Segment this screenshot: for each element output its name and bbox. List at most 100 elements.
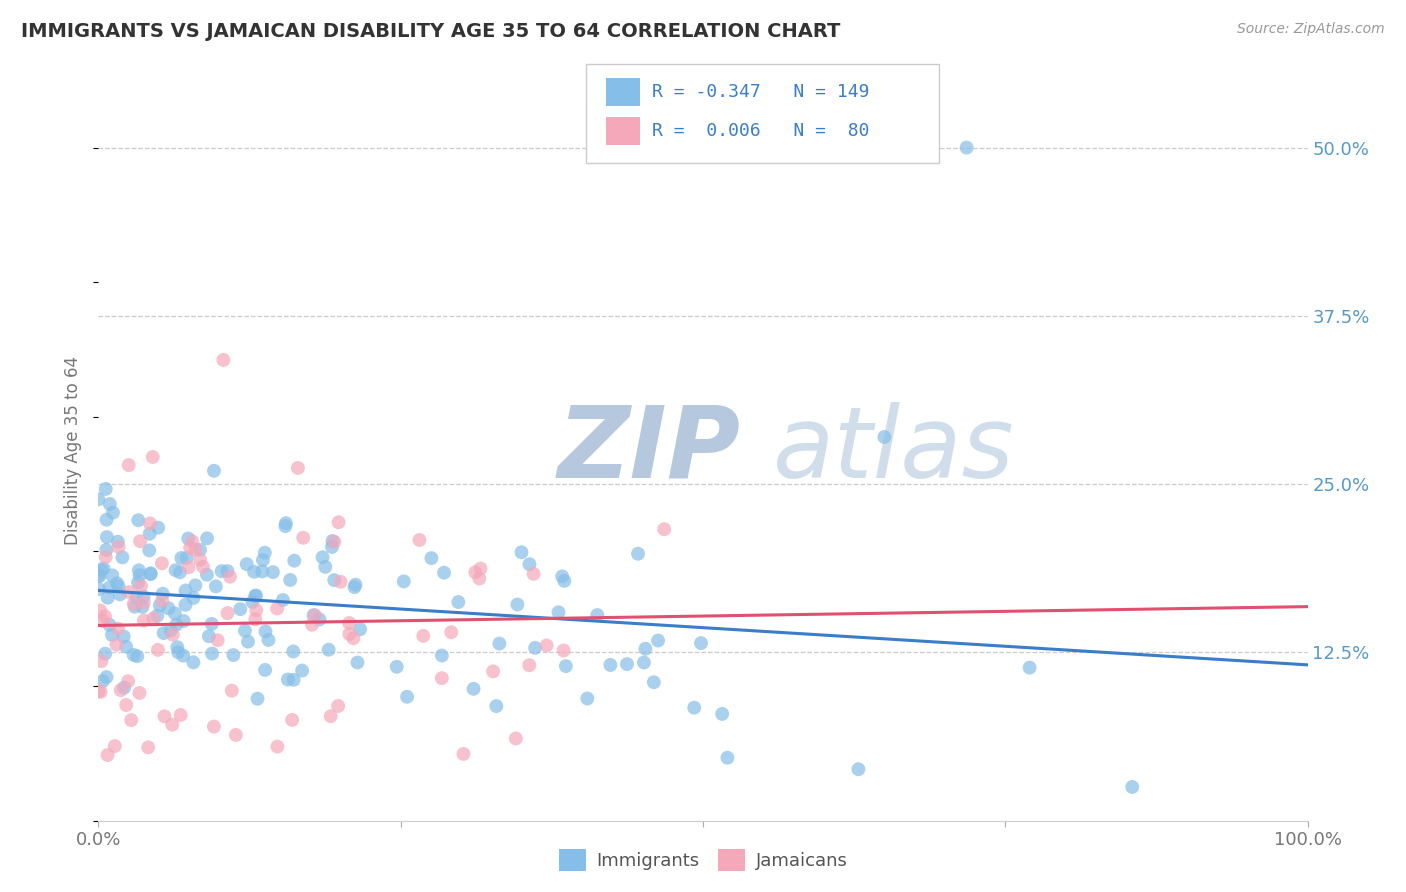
Point <box>229 602 252 616</box>
Point <box>184 578 207 592</box>
Point <box>188 553 211 567</box>
Point <box>470 561 492 575</box>
Point <box>314 560 336 574</box>
Point <box>302 608 325 623</box>
Point <box>117 674 139 689</box>
Point <box>112 681 135 695</box>
Point <box>553 643 575 657</box>
Point <box>346 656 368 670</box>
Point <box>132 590 155 604</box>
Point <box>129 579 152 593</box>
Point <box>128 563 150 577</box>
Point <box>150 556 173 570</box>
Point <box>90 685 112 699</box>
Point <box>250 565 273 579</box>
Point <box>690 636 713 650</box>
Point <box>337 615 360 630</box>
Point <box>87 568 110 582</box>
Point <box>468 572 491 586</box>
Point <box>170 551 193 566</box>
Point <box>522 566 544 581</box>
Point <box>183 656 205 670</box>
Point <box>201 616 224 631</box>
Point <box>242 595 264 609</box>
Point <box>96 530 118 544</box>
Point <box>115 640 138 654</box>
Point <box>274 519 297 533</box>
Point <box>127 649 149 664</box>
Point <box>174 583 197 598</box>
Point <box>128 686 150 700</box>
Point <box>152 587 174 601</box>
Point <box>142 611 165 625</box>
Point <box>118 458 141 472</box>
Point <box>349 622 371 636</box>
Point <box>195 567 218 582</box>
Point <box>87 582 110 596</box>
Point <box>96 670 118 684</box>
Point <box>245 612 267 626</box>
Point <box>174 598 197 612</box>
Point <box>301 617 323 632</box>
Point <box>219 569 242 583</box>
Point <box>188 542 211 557</box>
Point <box>98 581 121 595</box>
Point <box>138 543 160 558</box>
Point <box>408 533 430 547</box>
Point <box>146 608 169 623</box>
Point <box>287 461 309 475</box>
Point <box>343 580 366 594</box>
Point <box>257 632 280 647</box>
Point <box>505 731 527 746</box>
Point <box>108 587 131 601</box>
Point <box>105 638 128 652</box>
Point <box>205 579 228 593</box>
Point <box>551 569 574 583</box>
Point <box>184 542 207 557</box>
Point <box>93 561 115 575</box>
Point <box>181 534 204 549</box>
Point <box>430 648 453 663</box>
Point <box>323 573 346 587</box>
Point <box>412 629 434 643</box>
Point <box>547 605 569 619</box>
Point <box>146 521 169 535</box>
Legend: Immigrants, Jamaicans: Immigrants, Jamaicans <box>551 842 855 879</box>
Point <box>848 762 870 776</box>
Point <box>136 740 159 755</box>
Point <box>246 691 269 706</box>
Point <box>132 614 155 628</box>
Point <box>576 691 599 706</box>
Point <box>97 591 120 605</box>
Point <box>122 648 145 662</box>
Y-axis label: Disability Age 35 to 64: Disability Age 35 to 64 <box>65 356 83 545</box>
Point <box>254 663 277 677</box>
Point <box>266 739 288 754</box>
Point <box>211 564 233 578</box>
Point <box>277 673 299 687</box>
Point <box>207 633 229 648</box>
Text: atlas: atlas <box>773 402 1015 499</box>
Point <box>115 698 138 712</box>
Point <box>283 644 305 658</box>
Point <box>169 566 191 580</box>
Point <box>536 639 558 653</box>
Point <box>955 140 977 154</box>
Point <box>283 554 305 568</box>
Point <box>91 614 114 628</box>
Point <box>281 713 304 727</box>
Point <box>318 642 340 657</box>
Point <box>420 551 443 566</box>
Point <box>172 648 194 663</box>
Point <box>873 430 896 444</box>
Point <box>94 482 117 496</box>
Point <box>440 625 463 640</box>
Point <box>191 559 214 574</box>
Point <box>111 550 134 565</box>
Point <box>165 563 187 577</box>
Point <box>98 618 121 632</box>
Point <box>643 675 665 690</box>
Point <box>243 565 266 579</box>
Point <box>274 516 297 531</box>
Point <box>132 595 155 609</box>
